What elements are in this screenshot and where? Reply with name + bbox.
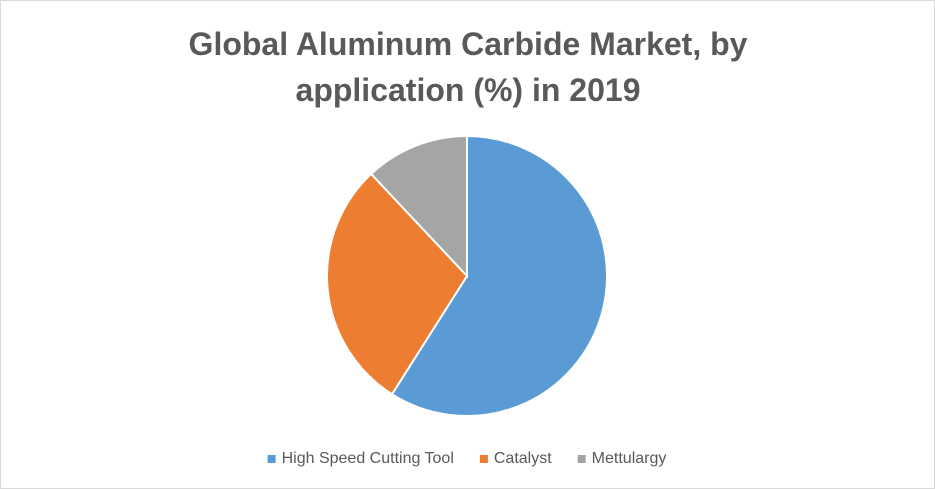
pie-slice	[369, 134, 468, 279]
legend-label: High Speed Cutting Tool	[282, 450, 454, 467]
chart-title: Global Aluminum Carbide Market, by appli…	[188, 26, 748, 108]
legend-swatch	[577, 455, 586, 463]
legend-swatch	[479, 455, 488, 463]
pie-slice	[326, 172, 469, 396]
legend-label: Mettulargy	[592, 450, 667, 467]
pie-slice	[390, 134, 608, 417]
legend-swatch	[267, 455, 276, 463]
legend-label: Catalyst	[494, 450, 552, 467]
